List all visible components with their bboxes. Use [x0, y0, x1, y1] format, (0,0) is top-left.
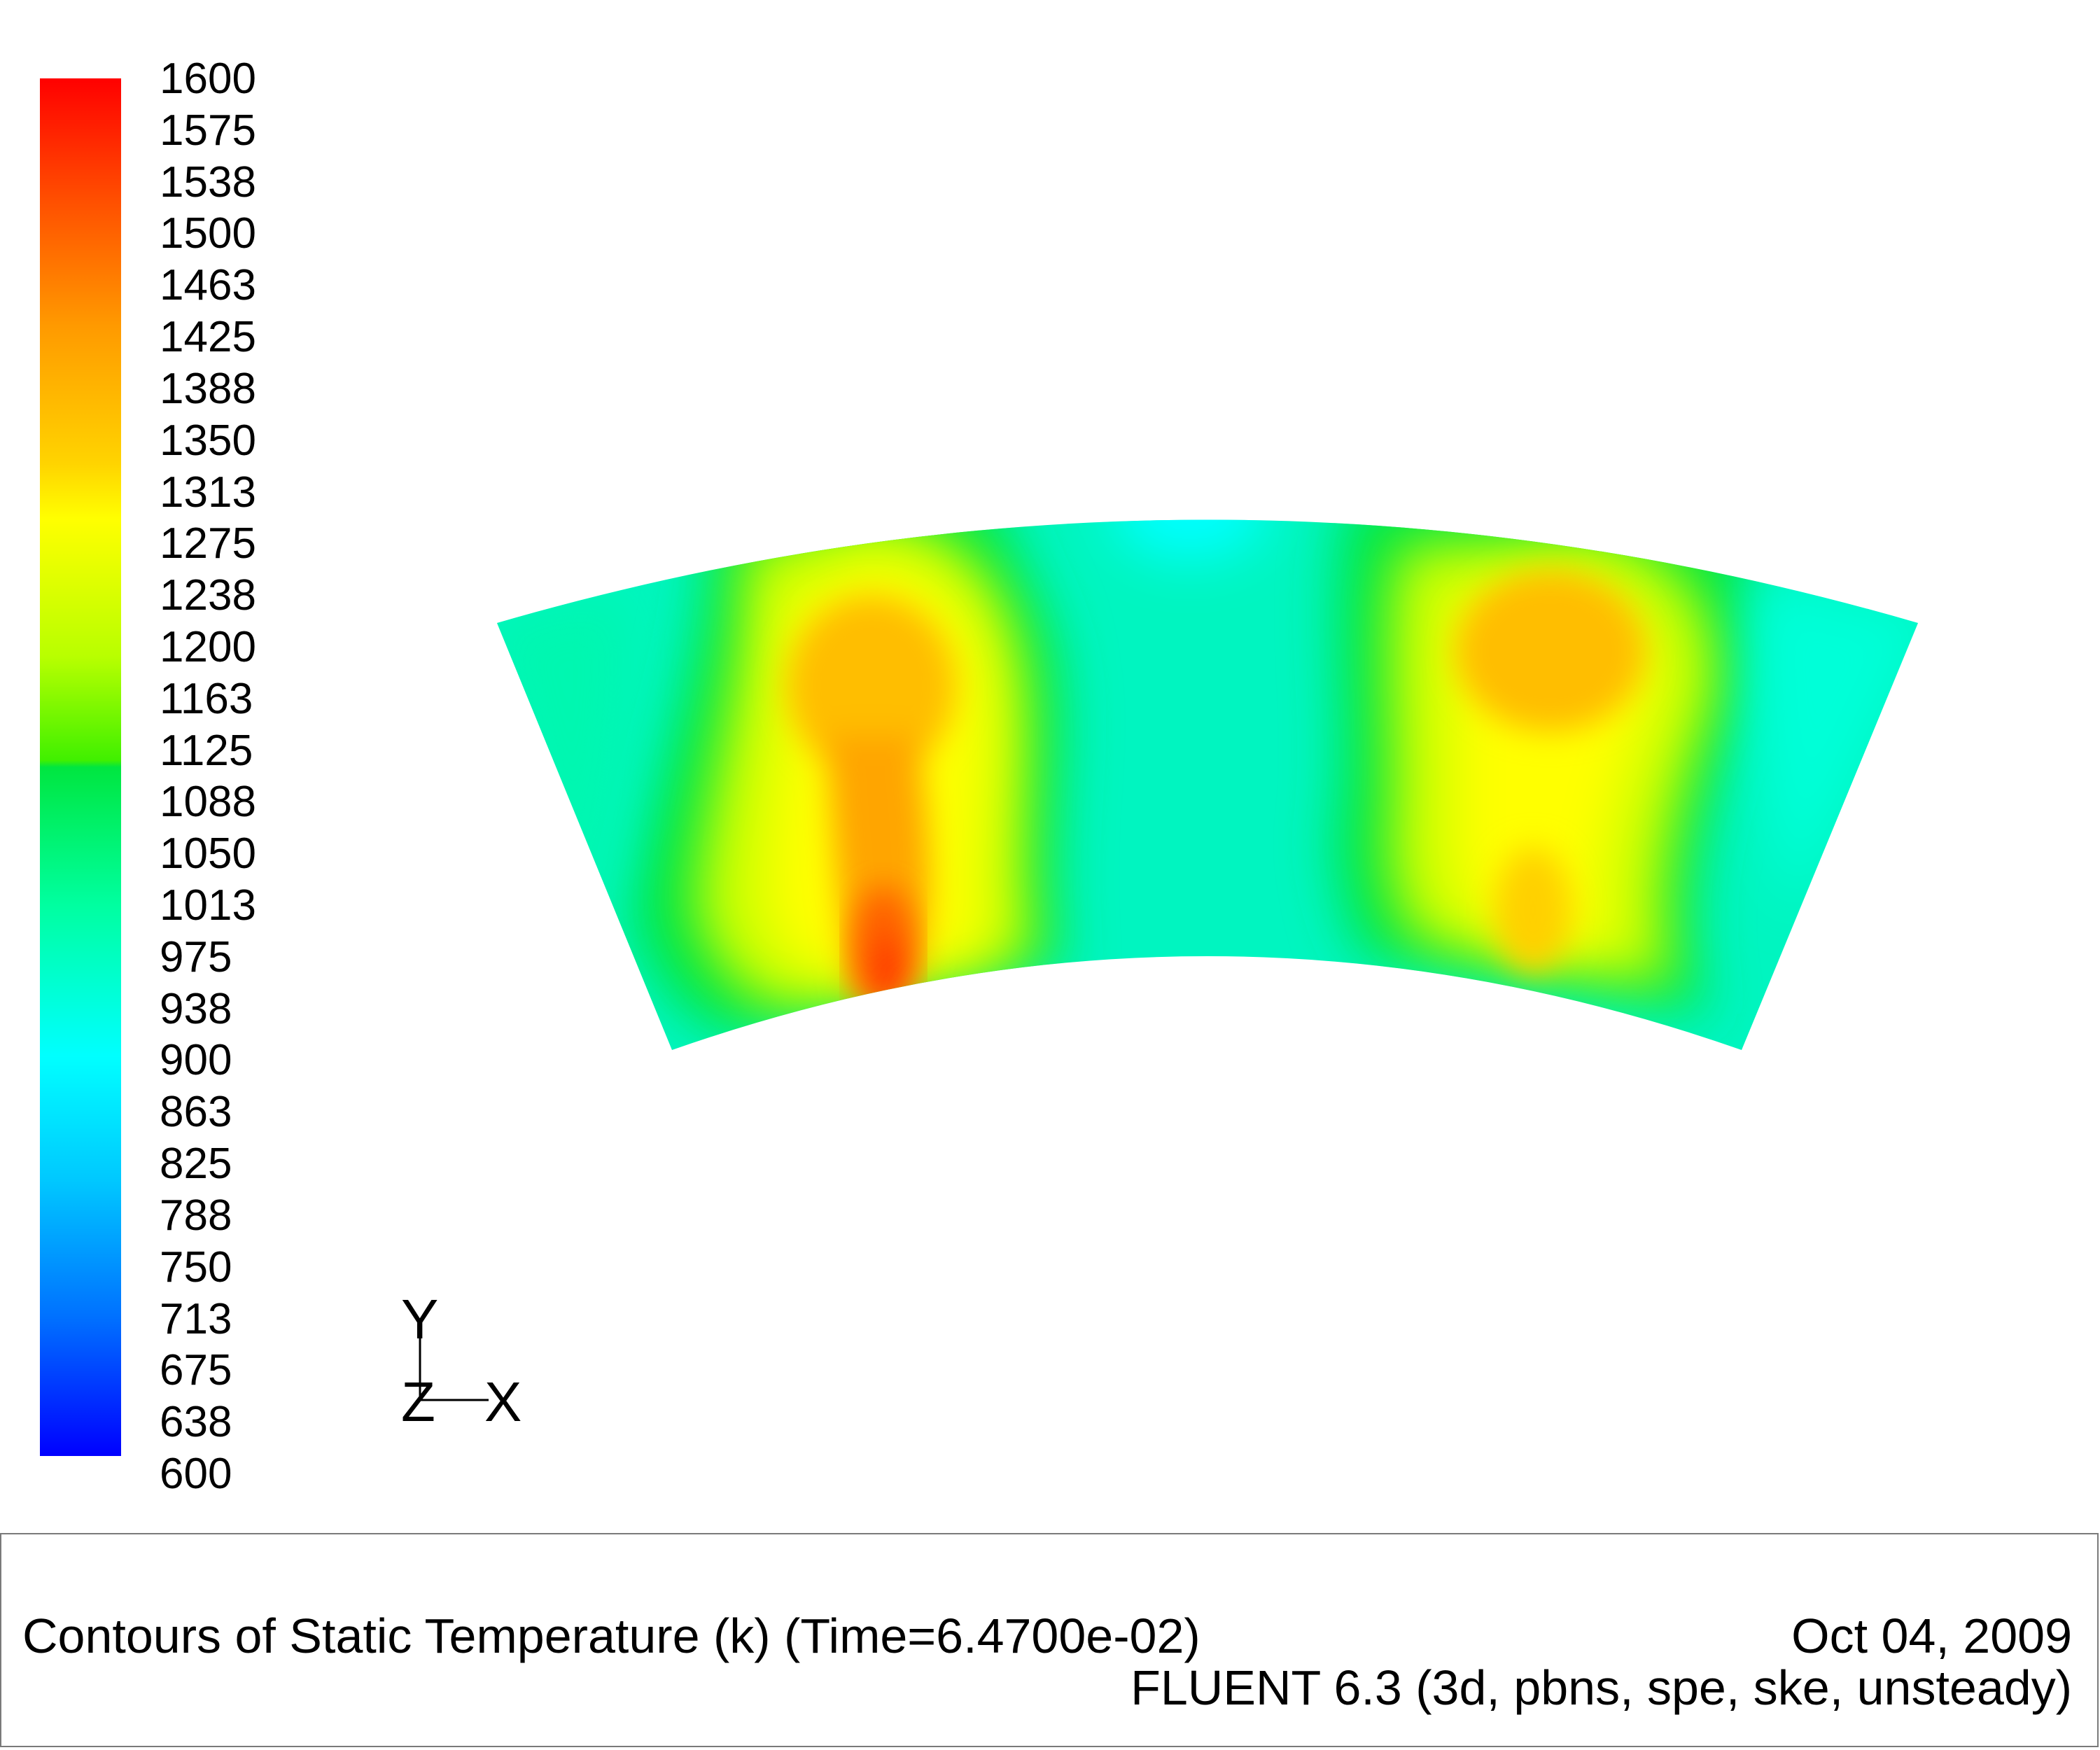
- colorbar-tick-label: 825: [160, 1140, 232, 1189]
- plot-date: Oct 04, 2009: [1791, 1609, 2072, 1663]
- colorbar-tick-label: 900: [160, 1036, 232, 1085]
- colorbar-tick-label: 1050: [160, 830, 256, 878]
- colorbar-tick-label: 1088: [160, 778, 256, 827]
- colorbar-tick-label: 975: [160, 932, 232, 981]
- colorbar-tick-label: 1463: [160, 261, 256, 310]
- colorbar-tick-label: 1013: [160, 881, 256, 930]
- colorbar-tick-label: 1538: [160, 158, 256, 206]
- colorbar-tick-label: 1600: [160, 55, 256, 103]
- axis-y-label: Y: [401, 1288, 438, 1350]
- colorbar-tick-label: 863: [160, 1088, 232, 1137]
- temperature-colorbar: [40, 78, 121, 1456]
- solver-info: FLUENT 6.3 (3d, pbns, spe, ske, unsteady…: [1130, 1660, 2072, 1715]
- colorbar-tick-label: 1350: [160, 416, 256, 465]
- colorbar-tick-label: 1575: [160, 106, 256, 155]
- colorbar-tick-label: 1425: [160, 313, 256, 362]
- axis-z-label: Z: [401, 1371, 435, 1433]
- axis-x-label: X: [484, 1371, 522, 1433]
- colorbar-tick-label: 788: [160, 1191, 232, 1240]
- colorbar-tick-label: 938: [160, 984, 232, 1033]
- colorbar-tick-label: 750: [160, 1242, 232, 1292]
- colorbar-tick-label: 713: [160, 1294, 232, 1343]
- colorbar-tick-label: 1313: [160, 468, 256, 517]
- plot-title-panel: Contours of Static Temperature (k) (Time…: [0, 1533, 2099, 1747]
- colorbar-tick-label: 600: [160, 1450, 232, 1498]
- colorbar-tick-label: 1388: [160, 364, 256, 413]
- colorbar-tick-label: 1275: [160, 519, 256, 568]
- colorbar-tick-label: 638: [160, 1398, 232, 1447]
- colorbar-tick-label: 1163: [160, 674, 253, 723]
- colorbar-tick-label: 1125: [160, 726, 253, 775]
- temperature-contour-field: [497, 519, 1918, 1050]
- colorbar-tick-label: 1238: [160, 571, 256, 620]
- colorbar-tick-label: 675: [160, 1346, 232, 1395]
- plot-title: Contours of Static Temperature (k) (Time…: [22, 1609, 1200, 1663]
- colorbar-tick-label: 1200: [160, 622, 256, 671]
- colorbar-tick-label: 1500: [160, 209, 256, 258]
- axis-triad: Y Z X: [401, 1288, 522, 1433]
